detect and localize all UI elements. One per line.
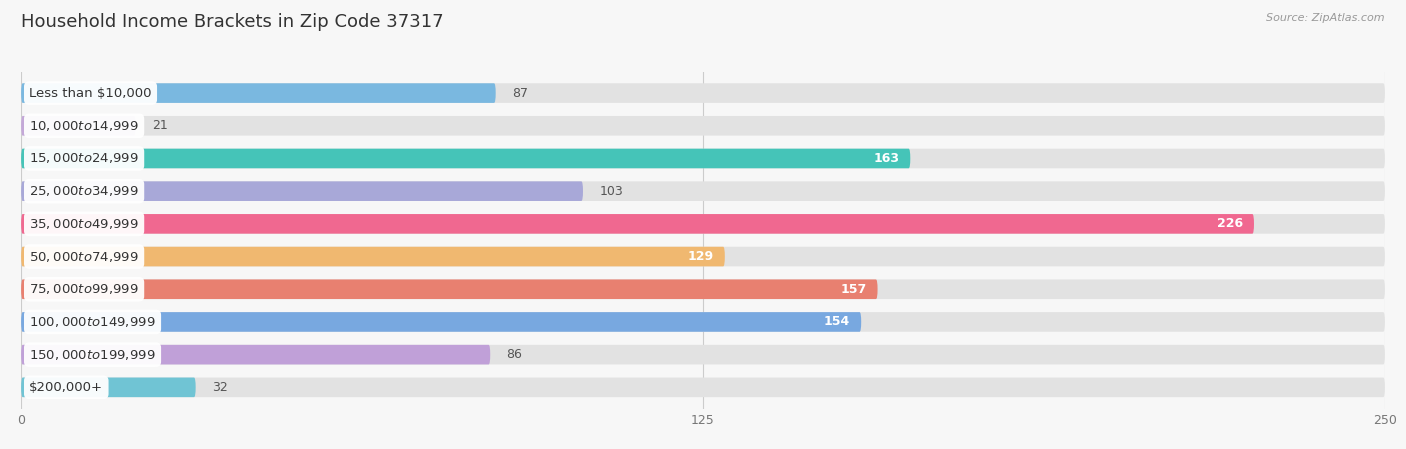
Text: $10,000 to $14,999: $10,000 to $14,999 [30, 119, 139, 133]
Text: Less than $10,000: Less than $10,000 [30, 87, 152, 100]
Text: $75,000 to $99,999: $75,000 to $99,999 [30, 282, 139, 296]
Text: $150,000 to $199,999: $150,000 to $199,999 [30, 348, 156, 361]
FancyBboxPatch shape [21, 181, 1385, 201]
Text: $100,000 to $149,999: $100,000 to $149,999 [30, 315, 156, 329]
Text: $35,000 to $49,999: $35,000 to $49,999 [30, 217, 139, 231]
Text: $15,000 to $24,999: $15,000 to $24,999 [30, 151, 139, 166]
FancyBboxPatch shape [21, 247, 1385, 266]
FancyBboxPatch shape [21, 378, 1385, 397]
Text: Source: ZipAtlas.com: Source: ZipAtlas.com [1267, 13, 1385, 23]
Text: 32: 32 [212, 381, 228, 394]
FancyBboxPatch shape [21, 181, 583, 201]
FancyBboxPatch shape [21, 345, 491, 365]
Text: 86: 86 [506, 348, 523, 361]
Text: 154: 154 [824, 316, 851, 329]
FancyBboxPatch shape [21, 312, 862, 332]
Text: 163: 163 [873, 152, 900, 165]
FancyBboxPatch shape [21, 116, 135, 136]
FancyBboxPatch shape [21, 279, 877, 299]
FancyBboxPatch shape [21, 247, 725, 266]
FancyBboxPatch shape [21, 312, 1385, 332]
FancyBboxPatch shape [21, 214, 1385, 233]
Text: 21: 21 [152, 119, 167, 132]
FancyBboxPatch shape [21, 83, 1385, 103]
FancyBboxPatch shape [21, 149, 1385, 168]
Text: 87: 87 [512, 87, 529, 100]
Text: 157: 157 [841, 283, 866, 296]
FancyBboxPatch shape [21, 83, 496, 103]
FancyBboxPatch shape [21, 149, 910, 168]
Text: $50,000 to $74,999: $50,000 to $74,999 [30, 250, 139, 264]
FancyBboxPatch shape [21, 214, 1254, 233]
Text: 103: 103 [599, 185, 623, 198]
FancyBboxPatch shape [21, 116, 1385, 136]
FancyBboxPatch shape [21, 378, 195, 397]
Text: Household Income Brackets in Zip Code 37317: Household Income Brackets in Zip Code 37… [21, 13, 444, 31]
Text: $25,000 to $34,999: $25,000 to $34,999 [30, 184, 139, 198]
FancyBboxPatch shape [21, 279, 1385, 299]
FancyBboxPatch shape [21, 345, 1385, 365]
Text: 129: 129 [688, 250, 714, 263]
Text: 226: 226 [1218, 217, 1243, 230]
Text: $200,000+: $200,000+ [30, 381, 103, 394]
